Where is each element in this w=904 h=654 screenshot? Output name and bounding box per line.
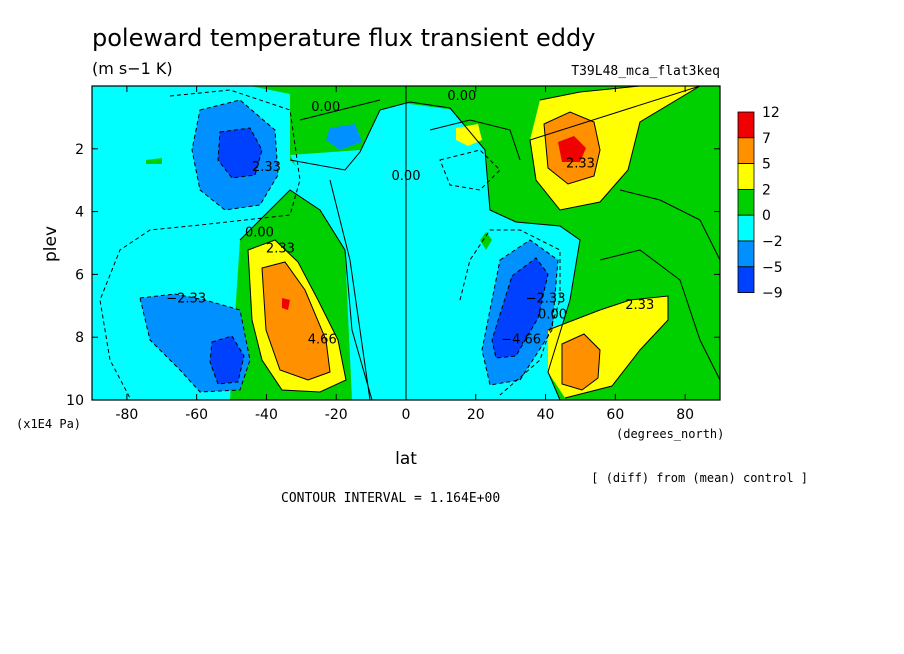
y-axis-label: plev <box>41 226 61 262</box>
contour-value-label: 0.00 <box>538 307 567 322</box>
colorbar-swatch <box>737 111 755 139</box>
contour-value-label: 0.00 <box>392 169 421 184</box>
fill-green-speck-left <box>146 158 162 164</box>
contour-interval: CONTOUR INTERVAL = 1.164E+00 <box>281 491 500 506</box>
contour-value-label: 0.00 <box>311 100 340 115</box>
colorbar-swatch <box>737 188 755 216</box>
y-tick-label: 4 <box>75 205 84 221</box>
colorbar-label: 2 <box>762 182 771 198</box>
x-tick-label: 60 <box>606 407 624 423</box>
contour-value-label: −2.33 <box>166 292 206 307</box>
colorbar-label: 7 <box>762 131 771 147</box>
contour-value-label: −2.33 <box>526 292 566 307</box>
fill-green-top-band <box>250 86 560 112</box>
colorbar-label: 5 <box>762 157 771 173</box>
fill-deepblue-right <box>492 258 548 358</box>
x-tick-label: -40 <box>255 407 278 423</box>
colorbar-swatch <box>737 214 755 242</box>
colorbar-label: −5 <box>762 260 783 276</box>
axis-ticks: -80 -60 -40 -20 0 20 40 60 80 2 4 6 8 10 <box>66 86 720 423</box>
y-tick-label: 8 <box>75 330 84 346</box>
colorbar-swatch <box>737 163 755 190</box>
fill-red-right <box>558 136 586 162</box>
fill-deepblue-left-top <box>218 128 262 178</box>
fill-deepblue-left-bottom <box>210 336 244 384</box>
run-label: T39L48_mca_flat3keq <box>571 64 720 79</box>
contour-zero-upper <box>289 101 581 400</box>
contour-lines <box>239 86 720 400</box>
x-tick-label: 0 <box>402 407 411 423</box>
fill-red-left-speck <box>282 298 290 310</box>
fill-green-speck-right <box>480 232 492 250</box>
x-tick-label: -20 <box>325 407 348 423</box>
y-tick-label: 2 <box>75 142 84 158</box>
x-tick-label: -60 <box>185 407 208 423</box>
contour-value-label: 0.00 <box>245 226 274 241</box>
contour-value-label: 4.66 <box>308 332 337 347</box>
fill-cyan-center <box>360 120 510 400</box>
x-axis-label: lat <box>395 449 417 469</box>
units-label: (m s−1 K) <box>92 59 173 78</box>
contour-fill <box>92 86 720 400</box>
contour-value-label: 2.33 <box>252 160 281 175</box>
colorbar-label: 12 <box>762 105 780 121</box>
y-tick-label: 6 <box>75 267 84 283</box>
x-tick-label: -80 <box>115 407 138 423</box>
contour-value-label: 2.33 <box>566 157 595 172</box>
x-axis-units: (degrees_north) <box>616 427 724 441</box>
contour-value-label: 2.33 <box>625 298 654 313</box>
colorbar-label: −2 <box>762 234 783 250</box>
colorbar: 12 7 5 2 0 −2 −5 −9 <box>737 105 783 302</box>
fill-yellow-small <box>456 124 482 146</box>
fill-cyan-left-of-center <box>290 150 390 400</box>
colorbar-swatch <box>737 240 755 268</box>
contour-value-label: 2.33 <box>266 241 295 256</box>
y-axis-units: (x1E4 Pa) <box>16 417 81 431</box>
colorbar-swatch <box>737 266 755 293</box>
contour-lines-dashed <box>99 89 561 399</box>
chart-title: poleward temperature flux transient eddy <box>92 24 595 52</box>
contour-value-label: −4.66 <box>501 332 541 347</box>
colorbar-label: −9 <box>762 286 783 302</box>
contour-zero-left <box>239 189 373 400</box>
contour-labels: 0.000.002.330.002.330.002.33−2.334.66−2.… <box>166 89 654 347</box>
x-tick-label: 80 <box>676 407 694 423</box>
contour-value-label: 0.00 <box>447 89 476 104</box>
fill-blue-small-top <box>326 124 362 150</box>
x-tick-label: 40 <box>537 407 555 423</box>
colorbar-label: 0 <box>762 208 771 224</box>
x-tick-label: 20 <box>467 407 485 423</box>
fill-orange-left <box>262 262 330 380</box>
fill-orange-right-bottom <box>562 334 600 390</box>
y-tick-label: 10 <box>66 393 84 409</box>
colorbar-swatch <box>737 137 755 165</box>
diff-note: [ (diff) from (mean) control ] <box>591 471 808 485</box>
